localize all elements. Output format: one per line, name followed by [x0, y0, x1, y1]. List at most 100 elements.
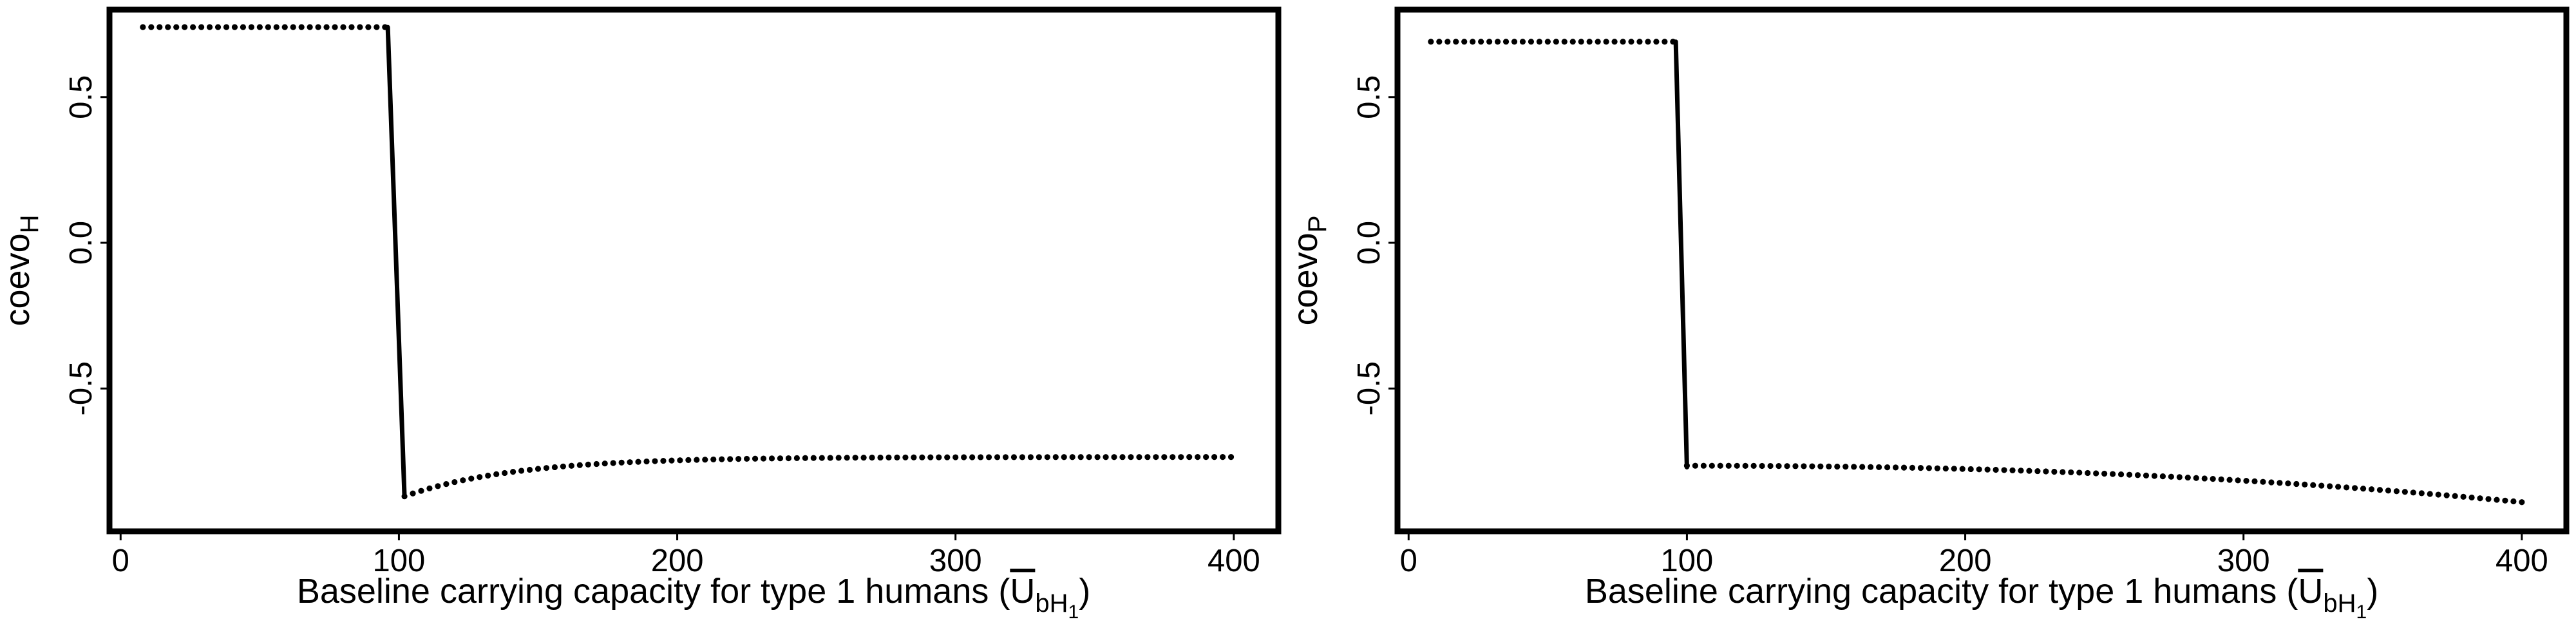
- data-point: [460, 477, 466, 484]
- data-point: [969, 454, 976, 460]
- data-point: [1734, 462, 1740, 469]
- data-point: [140, 24, 146, 30]
- data-point: [1536, 39, 1542, 45]
- data-point: [1453, 39, 1459, 45]
- data-point: [2410, 489, 2416, 496]
- y-axis: 0.5 0.0 -0.5: [64, 75, 109, 415]
- data-point: [593, 460, 600, 468]
- data-point: [852, 455, 858, 461]
- data-point: [2327, 483, 2333, 489]
- y-tick-label: 0.5: [1352, 75, 1387, 119]
- data-point: [1926, 465, 1932, 471]
- data-point: [1128, 454, 1134, 460]
- data-point: [1470, 39, 1476, 45]
- data-point: [2360, 486, 2367, 492]
- data-point: [1086, 454, 1092, 460]
- data-point: [2477, 495, 2483, 502]
- data-point: [902, 454, 909, 460]
- data-point: [2060, 469, 2066, 475]
- data-point: [1111, 454, 1117, 460]
- data-point: [1595, 39, 1601, 45]
- data-point: [2268, 479, 2275, 486]
- x-tick-label: 400: [2496, 544, 2548, 578]
- data-point: [1645, 39, 1651, 45]
- data-point: [2235, 477, 2241, 484]
- data-point: [1494, 39, 1501, 45]
- x-axis-label-close: ): [2367, 572, 2378, 611]
- data-point: [677, 457, 683, 464]
- data-point: [702, 457, 708, 463]
- x-tick-label: 0: [112, 544, 129, 578]
- data-point: [401, 493, 408, 500]
- data-point: [2494, 497, 2500, 503]
- data-point: [1544, 39, 1551, 45]
- data-point: [877, 454, 884, 461]
- data-point: [1750, 462, 1757, 469]
- data-point: [2026, 468, 2032, 474]
- data-point: [2502, 497, 2508, 504]
- data-point: [1776, 463, 1782, 469]
- data-point: [652, 458, 658, 464]
- data-point: [468, 475, 475, 482]
- data-point: [365, 24, 372, 30]
- data-point: [1717, 462, 1723, 469]
- data-point: [1709, 462, 1715, 469]
- data-point: [894, 454, 900, 460]
- data-point: [735, 456, 742, 462]
- data-point: [410, 490, 416, 497]
- data-point: [535, 466, 542, 472]
- data-point: [560, 463, 566, 469]
- data-point: [1052, 454, 1059, 460]
- data-point: [148, 24, 155, 30]
- data-point: [710, 456, 717, 463]
- data-point: [1884, 464, 1891, 471]
- x-axis-label-subscript: bH: [2323, 589, 2356, 618]
- data-point: [2368, 486, 2375, 493]
- data-point: [510, 469, 516, 475]
- y-axis: 0.5 0.0 -0.5: [1352, 75, 1397, 415]
- data-point: [435, 483, 441, 489]
- data-point: [298, 24, 305, 30]
- data-point: [752, 455, 759, 462]
- data-point: [2193, 475, 2199, 481]
- data-point: [1502, 39, 1510, 45]
- data-point: [323, 24, 330, 30]
- data-point: [927, 454, 934, 460]
- data-point: [2034, 468, 2041, 475]
- x-axis-label-subsubscript: 1: [2356, 601, 2367, 623]
- data-point: [985, 454, 992, 460]
- data-point: [1044, 454, 1050, 460]
- x-tick-label: 100: [1661, 544, 1714, 578]
- data-point: [1809, 463, 1815, 469]
- plot-frame: [1394, 6, 2570, 535]
- data-point: [2176, 474, 2183, 480]
- data-point: [961, 454, 967, 460]
- y-tick-label: 0.0: [1352, 221, 1387, 265]
- data-point: [2068, 469, 2074, 476]
- data-point: [2210, 476, 2216, 482]
- data-point: [2251, 478, 2258, 484]
- data-point: [2018, 468, 2024, 474]
- data-point: [348, 24, 355, 30]
- data-point: [860, 454, 867, 461]
- data-point: [1900, 464, 1908, 471]
- data-point: [1461, 39, 1468, 45]
- data-point: [1478, 39, 1484, 45]
- data-point: [627, 459, 633, 466]
- data-point: [1801, 463, 1807, 469]
- data-point: [1620, 39, 1626, 45]
- data-point: [2510, 498, 2517, 505]
- data-point: [1553, 39, 1559, 45]
- data-point: [2418, 490, 2425, 497]
- data-point: [919, 454, 925, 460]
- x-axis-label-subscript: bH: [1035, 589, 1068, 618]
- data-point: [1211, 454, 1218, 460]
- data-point: [290, 24, 296, 30]
- x-tick-label: 200: [651, 544, 704, 578]
- data-point: [2001, 467, 2007, 473]
- data-point: [477, 474, 483, 480]
- data-point: [978, 454, 984, 460]
- data-point: [2260, 478, 2266, 485]
- data-point: [1934, 465, 1940, 471]
- data-point: [2393, 488, 2400, 495]
